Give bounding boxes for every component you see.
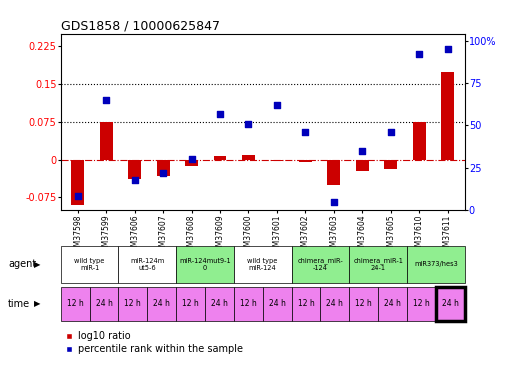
Bar [176,287,205,321]
Text: 24 h: 24 h [326,299,343,308]
Text: 12 h: 12 h [125,299,141,308]
Text: 12 h: 12 h [182,299,199,308]
Bar [234,246,291,283]
Bar [118,287,147,321]
Point [187,156,196,162]
Point [444,46,452,52]
Point [130,177,139,183]
Bar [349,287,378,321]
Point [216,111,224,117]
Bar [291,287,320,321]
Bar [242,154,255,160]
Point [244,121,253,127]
Bar [263,287,291,321]
Point [386,129,395,135]
Bar [176,246,234,283]
Bar [61,287,90,321]
Bar [205,287,234,321]
Bar [327,160,340,185]
Bar [436,287,465,321]
Bar [157,160,169,176]
Text: 24 h: 24 h [211,299,228,308]
Bar [299,160,312,162]
Text: 24 h: 24 h [269,299,286,308]
Text: GDS1858 / 10000625847: GDS1858 / 10000625847 [61,20,220,33]
Bar [234,287,262,321]
Bar [118,246,176,283]
Bar [128,160,141,179]
Bar [214,156,227,160]
Bar [407,287,436,321]
Legend: log10 ratio, percentile rank within the sample: log10 ratio, percentile rank within the … [65,331,243,354]
Text: ▶: ▶ [34,299,41,308]
Point [358,148,366,154]
Text: miR-124m
ut5-6: miR-124m ut5-6 [130,258,164,271]
Bar [147,287,176,321]
Bar [185,160,198,166]
Point [415,51,423,57]
Bar [61,246,118,283]
Text: chimera_miR-
-124: chimera_miR- -124 [297,258,343,271]
Bar [270,160,284,161]
Point [73,194,82,200]
Bar [100,122,112,160]
Bar [384,160,397,169]
Bar [407,246,465,283]
Bar [291,246,349,283]
Bar [320,287,349,321]
Bar [349,246,407,283]
Text: wild type
miR-124: wild type miR-124 [248,258,278,271]
Text: 24 h: 24 h [153,299,170,308]
Bar [356,160,369,171]
Bar [436,287,465,321]
Bar [90,287,118,321]
Text: 24 h: 24 h [96,299,112,308]
Text: time: time [8,299,30,309]
Point [301,129,309,135]
Bar [413,122,426,160]
Text: 12 h: 12 h [413,299,430,308]
Text: miR373/hes3: miR373/hes3 [414,261,458,267]
Text: agent: agent [8,260,36,269]
Text: 12 h: 12 h [355,299,372,308]
Point [159,170,167,176]
Bar [71,160,84,205]
Bar [378,287,407,321]
Text: chimera_miR-1
24-1: chimera_miR-1 24-1 [353,258,403,271]
Text: miR-124mut9-1
0: miR-124mut9-1 0 [179,258,231,271]
Point [102,97,110,103]
Text: 24 h: 24 h [384,299,401,308]
Text: 12 h: 12 h [240,299,257,308]
Text: 12 h: 12 h [298,299,314,308]
Text: 12 h: 12 h [67,299,83,308]
Bar [441,72,454,160]
Text: ▶: ▶ [34,260,41,269]
Text: wild type
miR-1: wild type miR-1 [74,258,105,271]
Text: 24 h: 24 h [442,299,459,308]
Point [329,198,338,204]
Point [272,102,281,108]
